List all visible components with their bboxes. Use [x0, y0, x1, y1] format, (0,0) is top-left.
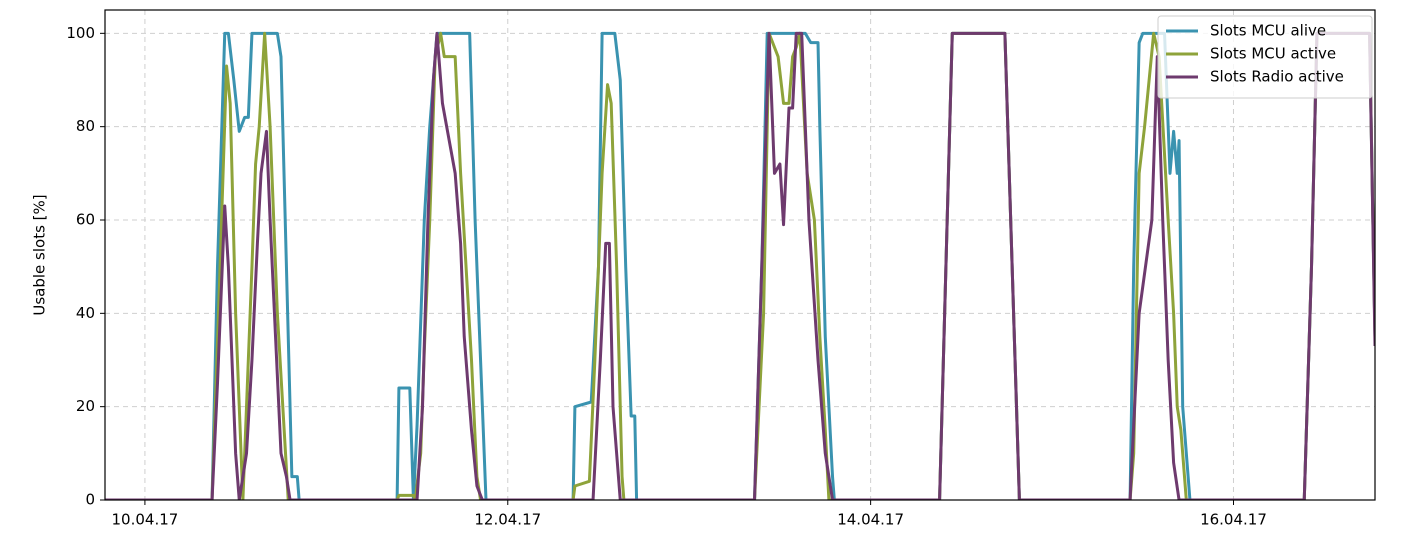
y-axis-label: Usable slots [%] [31, 194, 49, 315]
plot-frame [104, 9, 1376, 501]
legend-label: Slots MCU active [1210, 45, 1336, 63]
x-tick-label: 12.04.17 [474, 511, 541, 529]
x-tick-label: 14.04.17 [837, 511, 904, 529]
y-tick-label: 40 [76, 304, 95, 322]
legend-box [1157, 15, 1373, 99]
x-tick-label: 10.04.17 [112, 511, 179, 529]
series-line [105, 31, 1375, 500]
x-tick-label: 16.04.17 [1200, 511, 1267, 529]
y-tick-label: 0 [85, 491, 95, 509]
series-line [105, 31, 1375, 500]
y-tick-label: 80 [76, 117, 95, 135]
y-tick-label: 100 [66, 24, 95, 42]
y-tick-label: 20 [76, 397, 95, 415]
legend-label: Slots MCU alive [1210, 22, 1326, 40]
legend-label: Slots Radio active [1210, 68, 1344, 86]
y-tick-label: 60 [76, 211, 95, 229]
series-line [105, 31, 1375, 500]
